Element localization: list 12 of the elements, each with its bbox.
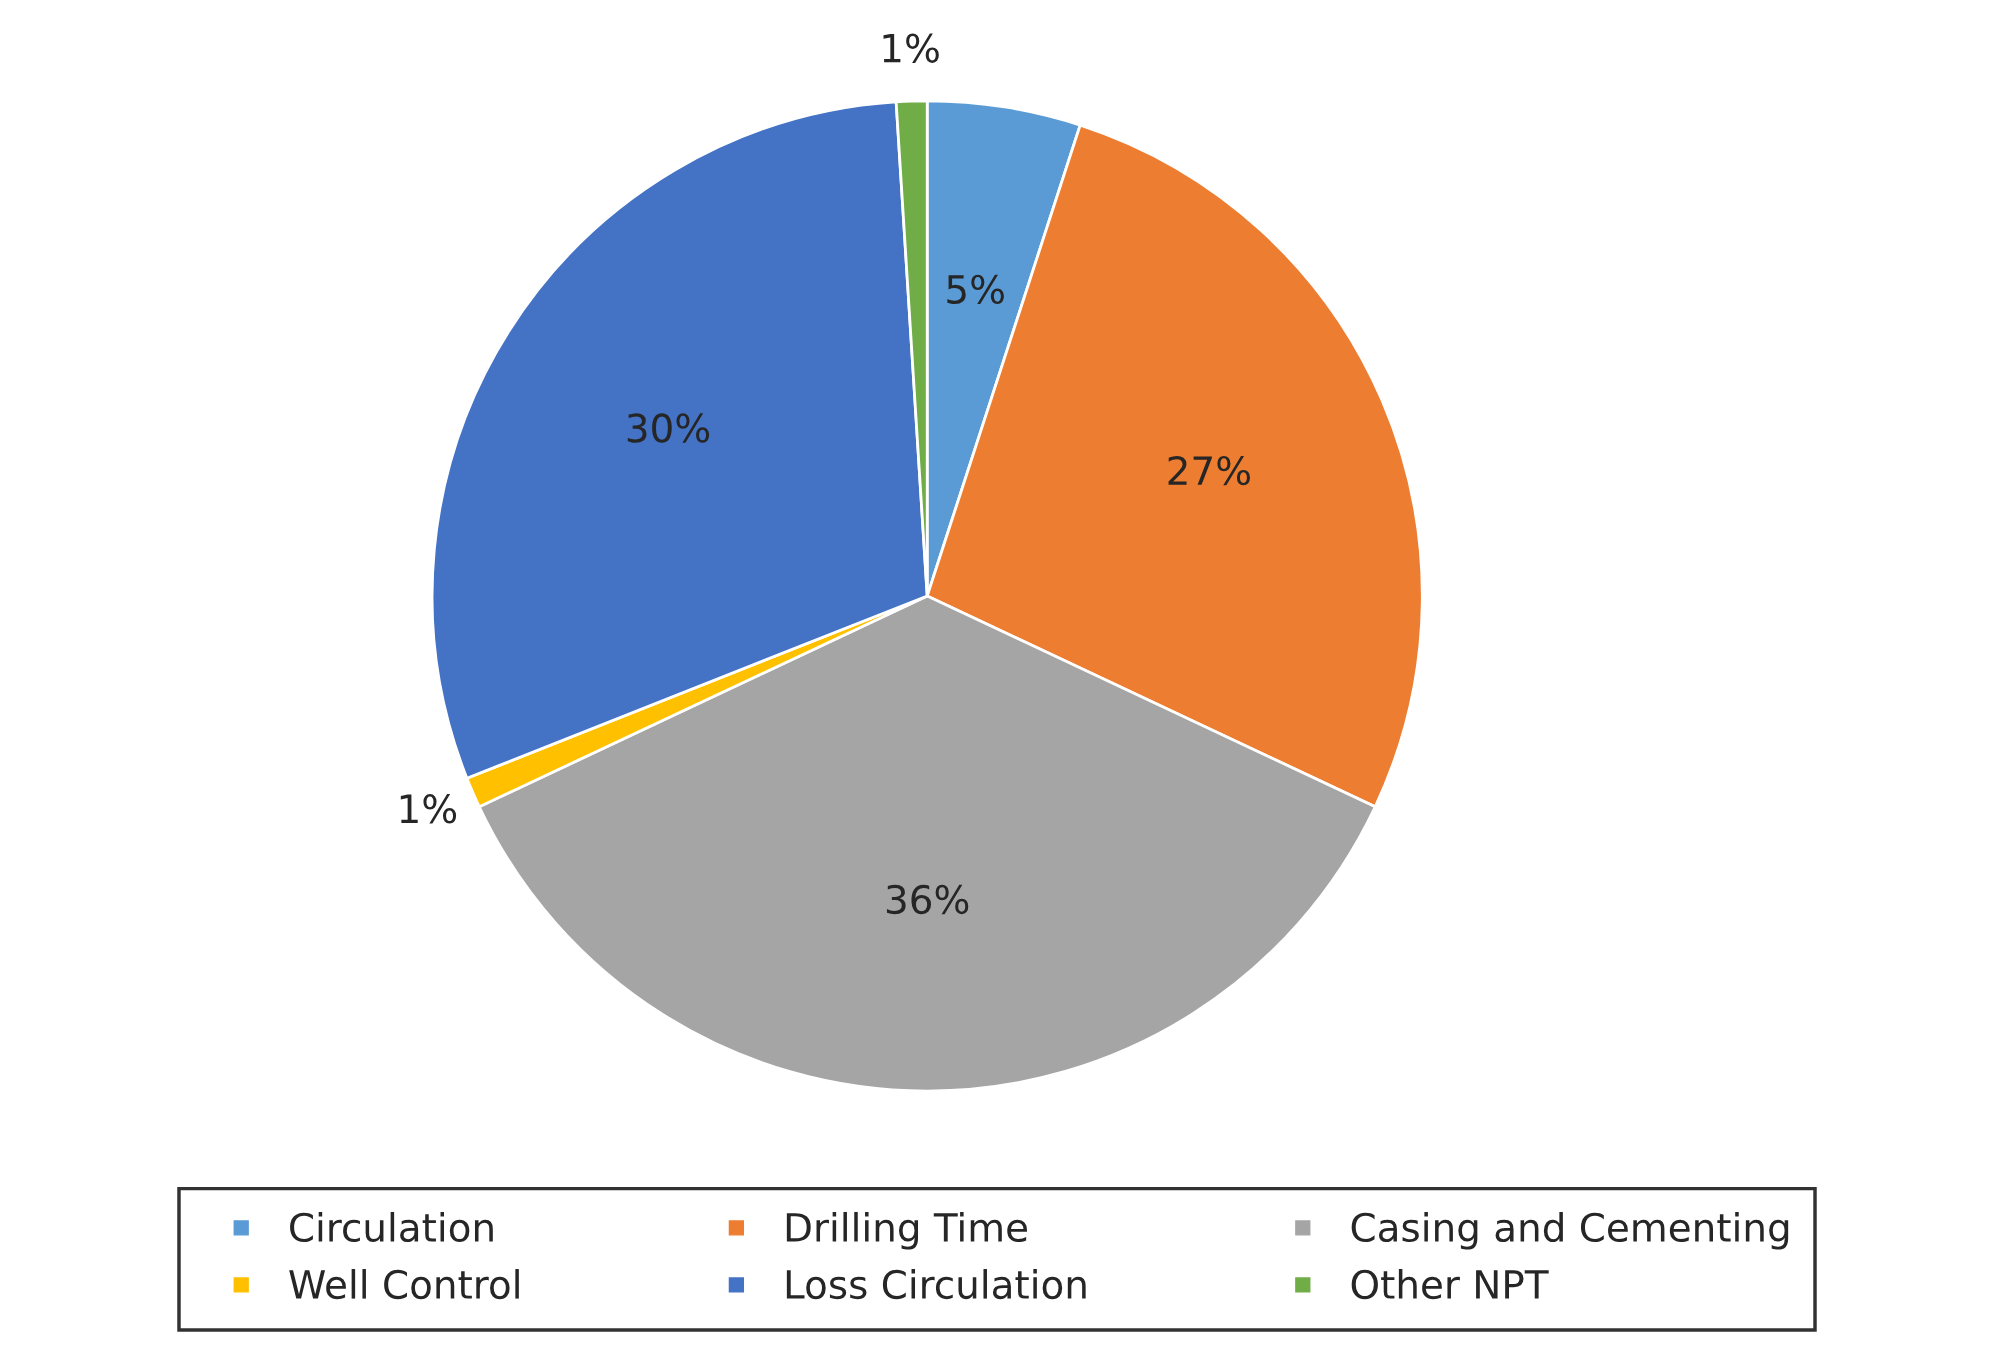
legend-label: Loss Circulation [786,1269,1086,1300]
legend-label: Other NPT [1351,1269,1549,1300]
data-label: 1% [400,794,457,824]
data-label: 30% [627,413,710,443]
data-label: 27% [1168,455,1250,486]
data-label: 36% [886,884,969,915]
legend-label: Casing and Cementing [1351,1211,1789,1250]
legend-label: Circulation [290,1211,493,1243]
legend-label: Drilling Time [786,1211,1027,1250]
data-label: 5% [947,274,1004,305]
legend-label: Well Control [289,1269,519,1300]
data-label: 1% [883,33,939,63]
